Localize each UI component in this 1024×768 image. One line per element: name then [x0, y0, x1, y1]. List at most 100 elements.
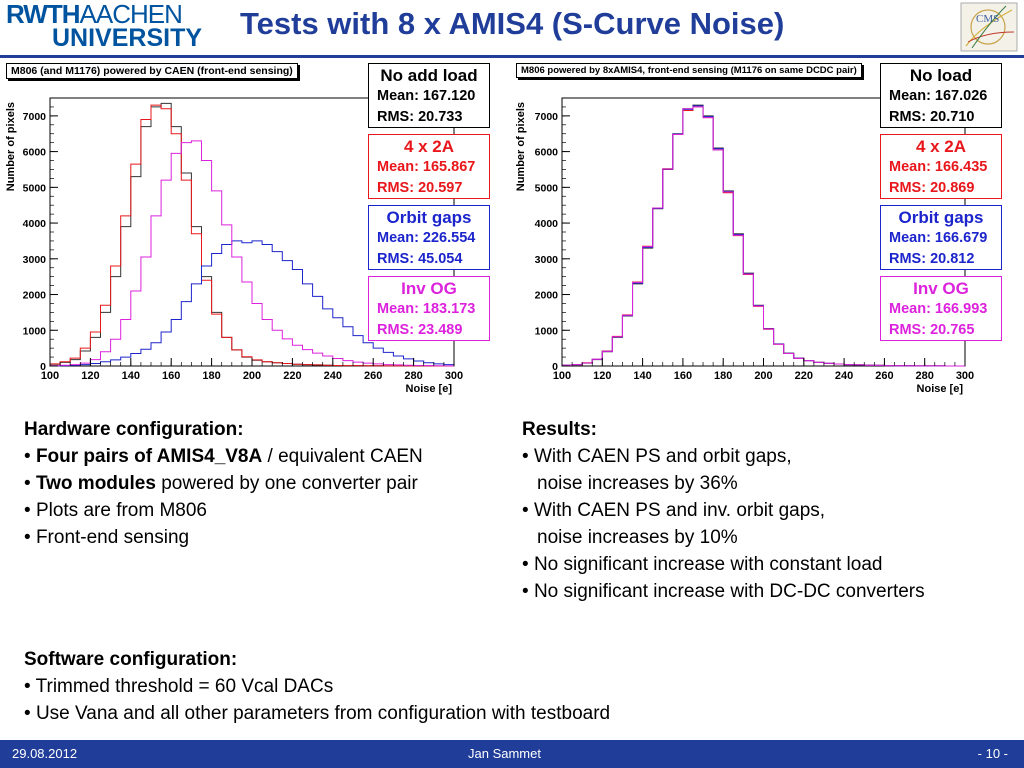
stat-box-name: 4 x 2A [403, 137, 455, 156]
x-tick-label: 240 [835, 370, 853, 382]
footer-author: Jan Sammet [468, 746, 541, 761]
y-axis-label: Number of pixels [5, 102, 17, 191]
slide-footer: 29.08.2012 Jan Sammet - 10 - [0, 740, 1024, 768]
y-tick-label: 4000 [535, 218, 559, 230]
logo-line2: UNIVERSITY [52, 24, 203, 52]
stat-box-name: Inv OG [913, 279, 969, 298]
rwth-logo: RWTHAACHEN UNIVERSITY [6, 0, 203, 54]
y-tick-label: 7000 [535, 111, 559, 123]
stat-box-rms: RMS: 20.597 [377, 180, 463, 196]
stat-box-name: Inv OG [401, 279, 457, 298]
stat-box-name: No load [909, 66, 973, 85]
stat-box-rms: RMS: 20.765 [889, 322, 975, 338]
series-line-3 [561, 106, 965, 367]
results: Results: • With CAEN PS and orbit gaps, … [522, 416, 925, 605]
y-tick-label: 2000 [23, 290, 47, 302]
stat-box-mean: Mean: 226.554 [377, 230, 476, 246]
software-item: • Trimmed threshold = 60 Vcal DACs [24, 676, 334, 697]
x-tick-label: 160 [162, 370, 180, 382]
y-tick-label: 6000 [535, 147, 559, 159]
stat-box-rms: RMS: 20.733 [377, 109, 463, 125]
x-tick-label: 280 [916, 370, 934, 382]
stat-box-rms: RMS: 23.489 [377, 322, 463, 338]
results-heading: Results: [522, 419, 597, 440]
stat-box: Orbit gaps Mean: 226.554 RMS: 45.054 [368, 205, 490, 270]
stat-box: No load Mean: 167.026 RMS: 20.710 [880, 63, 1002, 128]
y-tick-label: 2000 [535, 290, 559, 302]
y-tick-label: 0 [40, 361, 46, 373]
x-tick-label: 180 [202, 370, 220, 382]
results-item: • With CAEN PS and orbit gaps, [522, 446, 792, 467]
y-tick-label: 5000 [535, 182, 559, 194]
x-tick-label: 100 [553, 370, 571, 382]
stat-box-mean: Mean: 166.993 [889, 301, 988, 317]
stat-box: Inv OG Mean: 183.173 RMS: 23.489 [368, 276, 490, 341]
stat-box-mean: Mean: 165.867 [377, 159, 476, 175]
logo-line1-bold: RWTH [6, 0, 81, 29]
y-tick-label: 1000 [535, 325, 559, 337]
stat-box-name: Orbit gaps [386, 208, 472, 227]
x-tick-label: 180 [714, 370, 732, 382]
hardware-heading: Hardware configuration: [24, 419, 244, 440]
y-tick-label: 3000 [23, 254, 47, 266]
stat-box-rms: RMS: 20.710 [889, 109, 975, 125]
plot-left-title: M806 (and M1176) powered by CAEN (front-… [6, 63, 298, 79]
stat-box-name: No add load [380, 66, 478, 85]
plot-right-title: M806 powered by 8xAMIS4, front-end sensi… [516, 63, 862, 78]
y-tick-label: 1000 [23, 325, 47, 337]
x-tick-label: 280 [404, 370, 422, 382]
x-tick-label: 260 [875, 370, 893, 382]
stat-box-name: 4 x 2A [915, 137, 967, 156]
y-tick-label: 7000 [23, 111, 47, 123]
stat-box: 4 x 2A Mean: 166.435 RMS: 20.869 [880, 134, 1002, 199]
hardware-item: • Four pairs of AMIS4_V8A / equivalent C… [24, 446, 423, 467]
stat-box-mean: Mean: 166.435 [889, 159, 988, 175]
logo-line1-light: AACHEN [79, 0, 183, 29]
hardware-item: • Two modules powered by one converter p… [24, 473, 418, 494]
y-tick-label: 5000 [23, 182, 47, 194]
results-item: • No significant increase with constant … [522, 554, 883, 575]
results-item: • With CAEN PS and inv. orbit gaps, [522, 500, 826, 521]
x-tick-label: 220 [795, 370, 813, 382]
stat-box-name: Orbit gaps [898, 208, 984, 227]
x-tick-label: 140 [122, 370, 140, 382]
stat-box: Orbit gaps Mean: 166.679 RMS: 20.812 [880, 205, 1002, 270]
software-config: Software configuration: • Trimmed thresh… [24, 646, 610, 727]
footer-date: 29.08.2012 [12, 746, 78, 761]
y-tick-label: 0 [552, 361, 558, 373]
cms-logo-icon: CMS [960, 2, 1018, 52]
stat-box: Inv OG Mean: 166.993 RMS: 20.765 [880, 276, 1002, 341]
stat-box: No add load Mean: 167.120 RMS: 20.733 [368, 63, 490, 128]
plot-right: 100 120 140 160 180 200 220 240 260 280 300 0 1000 20… [512, 60, 1024, 405]
hardware-config: Hardware configuration: • Four pairs of … [24, 416, 423, 551]
results-item-cont: noise increases by 10% [537, 527, 738, 548]
stat-box-mean: Mean: 167.120 [377, 88, 476, 104]
header-divider [0, 55, 1024, 58]
x-tick-label: 120 [593, 370, 611, 382]
x-tick-label: 200 [243, 370, 261, 382]
x-tick-label: 200 [754, 370, 772, 382]
x-axis-label: Noise [e] [406, 383, 453, 395]
slide-header: RWTHAACHEN UNIVERSITY Tests with 8 x AMI… [0, 0, 1024, 56]
stat-box: 4 x 2A Mean: 165.867 RMS: 20.597 [368, 134, 490, 199]
x-axis-label: Noise [e] [917, 383, 964, 395]
results-item: • No significant increase with DC-DC con… [522, 581, 925, 602]
x-tick-label: 220 [283, 370, 301, 382]
y-axis-label: Number of pixels [515, 102, 527, 191]
hardware-item: • Front-end sensing [24, 527, 190, 548]
series-line-2 [50, 240, 454, 367]
slide-title: Tests with 8 x AMIS4 (S-Curve Noise) [240, 6, 785, 41]
stat-box-mean: Mean: 183.173 [377, 301, 476, 317]
x-tick-label: 140 [633, 370, 651, 382]
plot-left: 100 120 140 160 180 200 220 240 260 280 300 0 1000 20… [2, 60, 506, 405]
stat-box-mean: Mean: 167.026 [889, 88, 988, 104]
x-tick-label: 160 [674, 370, 692, 382]
software-heading: Software configuration: [24, 649, 238, 670]
x-tick-label: 240 [324, 370, 342, 382]
x-tick-label: 100 [41, 370, 59, 382]
stat-box-rms: RMS: 45.054 [377, 251, 463, 267]
stat-box-mean: Mean: 166.679 [889, 230, 988, 246]
y-tick-label: 4000 [23, 218, 47, 230]
stat-box-rms: RMS: 20.812 [889, 251, 975, 267]
hardware-item: • Plots are from M806 [24, 500, 208, 521]
